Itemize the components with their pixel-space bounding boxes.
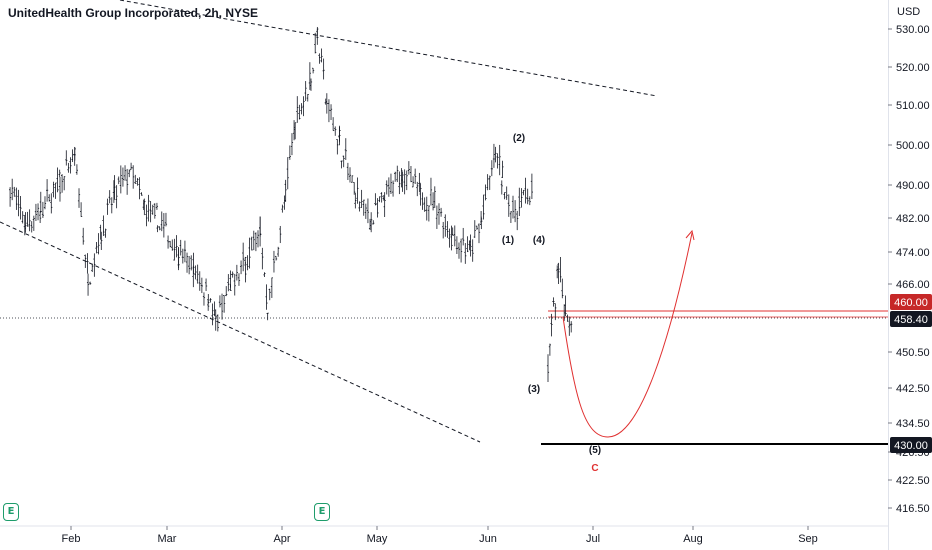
x-tick-label: Feb [62, 533, 81, 545]
y-tick-label: 434.50 [896, 418, 930, 430]
projection-arrowhead [685, 229, 695, 241]
wave-label: (5) [589, 445, 601, 456]
wave-label: (4) [533, 235, 545, 246]
y-tick-label: 466.00 [896, 279, 930, 291]
x-tick-label: May [367, 533, 388, 545]
current-price-badge-bg [890, 311, 932, 327]
x-tick-label: Jul [586, 533, 600, 545]
earnings-icon: E [318, 506, 326, 517]
y-tick-label: 482.00 [896, 213, 930, 225]
current-price-badge: 458.40 [894, 314, 928, 326]
support-price-badge: 430.00 [894, 440, 928, 452]
x-tick-label: Mar [158, 533, 177, 545]
y-tick-label: 510.00 [896, 100, 930, 112]
wave-label: (2) [513, 133, 525, 144]
x-tick-label: Apr [273, 533, 290, 545]
earnings-icon: E [7, 506, 15, 517]
y-tick-label: 520.00 [896, 62, 930, 74]
y-tick-label: 530.00 [896, 24, 930, 36]
currency-label: USD [897, 6, 921, 18]
x-tick-label: Sep [798, 533, 818, 545]
chart-title: UnitedHealth Group Incorporated, 2h, NYS… [8, 6, 259, 20]
y-tick-label: 450.50 [896, 347, 930, 359]
y-tick-label: 422.50 [896, 475, 930, 487]
earnings-event-feb[interactable]: E [3, 503, 19, 521]
target-price-badge-bg [890, 294, 932, 310]
earnings-event-apr[interactable]: E [314, 503, 330, 521]
y-tick-label: 490.00 [896, 180, 930, 192]
y-tick-label: 500.00 [896, 140, 930, 152]
support-price-badge-bg [890, 437, 932, 453]
wave-c-projection [562, 232, 693, 438]
x-tick-label: Jun [479, 533, 497, 545]
target-price-badge: 460.00 [894, 297, 928, 309]
wave-label: (3) [528, 384, 540, 395]
wave-label: (1) [502, 235, 514, 246]
wave-c-label: C [591, 463, 598, 474]
y-tick-label: 442.50 [896, 383, 930, 395]
x-tick-label: Aug [683, 533, 703, 545]
y-tick-label: 416.50 [896, 503, 930, 515]
y-tick-label: 474.00 [896, 247, 930, 259]
lower-trendline [0, 221, 481, 443]
